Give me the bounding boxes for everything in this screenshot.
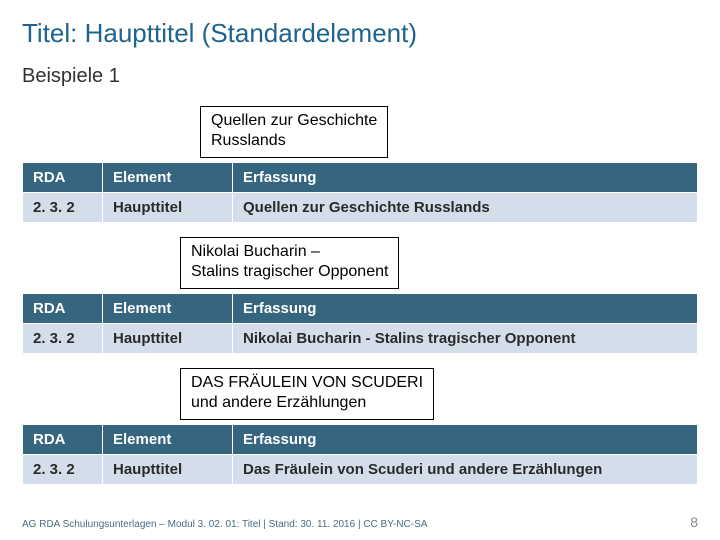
slide-subtitle: Beispiele 1 — [22, 65, 698, 88]
example-box-line: Nikolai Bucharin – — [191, 243, 320, 260]
footer-text: AG RDA Schulungsunterlagen – Modul 3. 02… — [22, 519, 427, 530]
example-table-3: RDA Element Erfassung 2. 3. 2 Haupttitel… — [22, 424, 698, 485]
example-box-1: Quellen zur Geschichte Russlands — [200, 106, 388, 158]
table-cell: 2. 3. 2 — [23, 193, 103, 223]
example-table-2: RDA Element Erfassung 2. 3. 2 Haupttitel… — [22, 293, 698, 354]
table-header: RDA — [23, 294, 103, 324]
table-cell: Haupttitel — [103, 455, 233, 485]
example-box-line: Russlands — [211, 132, 286, 149]
table-header: RDA — [23, 425, 103, 455]
table-cell: Haupttitel — [103, 324, 233, 354]
example-box-line: und andere Erzählungen — [191, 394, 366, 411]
table-header: Element — [103, 425, 233, 455]
table-header: Erfassung — [233, 163, 698, 193]
example-box-line: DAS FRÄULEIN VON SCUDERI — [191, 374, 423, 391]
example-box-3: DAS FRÄULEIN VON SCUDERI und andere Erzä… — [180, 368, 434, 420]
table-header: Erfassung — [233, 425, 698, 455]
table-cell: 2. 3. 2 — [23, 324, 103, 354]
example-table-1: RDA Element Erfassung 2. 3. 2 Haupttitel… — [22, 162, 698, 223]
example-box-line: Stalins tragischer Opponent — [191, 263, 388, 280]
slide-title: Titel: Haupttitel (Standardelement) — [22, 18, 698, 49]
example-box-line: Quellen zur Geschichte — [211, 112, 377, 129]
table-header: Element — [103, 294, 233, 324]
table-cell: Das Fräulein von Scuderi und andere Erzä… — [233, 455, 698, 485]
example-box-2: Nikolai Bucharin – Stalins tragischer Op… — [180, 237, 399, 289]
table-header: RDA — [23, 163, 103, 193]
table-cell: 2. 3. 2 — [23, 455, 103, 485]
table-cell: Nikolai Bucharin - Stalins tragischer Op… — [233, 324, 698, 354]
page-number: 8 — [690, 514, 698, 530]
table-cell: Haupttitel — [103, 193, 233, 223]
table-header: Erfassung — [233, 294, 698, 324]
table-cell: Quellen zur Geschichte Russlands — [233, 193, 698, 223]
table-header: Element — [103, 163, 233, 193]
